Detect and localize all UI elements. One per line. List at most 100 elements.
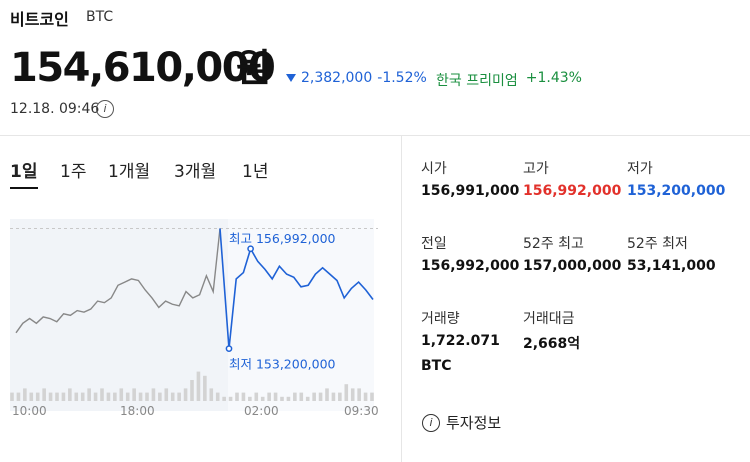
info-circle-icon[interactable]: i — [96, 100, 114, 118]
stat-value-open: 156,991,000 — [421, 183, 520, 199]
stat-label-52w-high: 52주 최고 — [523, 236, 584, 252]
volume-bar — [325, 388, 329, 401]
stat-value-low: 153,200,000 — [627, 183, 726, 199]
coin-name: 비트코인 — [10, 10, 69, 29]
volume-bar — [29, 392, 34, 401]
stat-value-52w-low: 53,141,000 — [627, 258, 716, 274]
x-tick-label: 10:00 — [12, 404, 47, 418]
volume-bar — [74, 392, 79, 401]
volume-bar — [113, 392, 117, 401]
x-tick-label: 02:00 — [244, 404, 279, 418]
tab-1-week[interactable]: 1주 — [60, 162, 87, 182]
volume-bar — [228, 396, 233, 401]
volume-bar — [10, 392, 14, 401]
timestamp: 12.18. 09:46 — [10, 101, 100, 117]
volume-bar — [267, 392, 271, 401]
volume-bar — [235, 392, 239, 401]
volume-bar — [260, 396, 265, 401]
volume-bar — [241, 392, 246, 401]
volume-bar — [305, 396, 310, 401]
stat-label-trade-value: 거래대금 — [523, 311, 575, 327]
volume-bar — [48, 392, 53, 401]
stat-label-high: 고가 — [523, 161, 549, 177]
current-price: 154,610,000 — [10, 45, 276, 91]
prior-price-line — [15, 228, 221, 334]
volume-bar — [106, 392, 111, 401]
price-unit: 원 — [236, 46, 271, 90]
volume-bar — [350, 388, 355, 401]
stat-value-trade-value: 2,668억 — [523, 336, 581, 352]
volume-bar — [370, 392, 374, 401]
stat-label-volume: 거래량 — [421, 311, 460, 327]
stat-value-volume-unit: BTC — [421, 358, 452, 374]
divider — [401, 135, 402, 462]
tab-1-month[interactable]: 1개월 — [108, 162, 151, 182]
active-tab-indicator — [10, 187, 38, 189]
volume-bar — [16, 392, 21, 401]
current-price-line — [219, 228, 374, 349]
volume-bar — [125, 392, 130, 401]
volume-bar — [35, 392, 40, 401]
prior-day-shade — [10, 219, 228, 411]
volume-bars — [10, 371, 374, 401]
volume-bar — [273, 392, 278, 401]
volume-bar — [222, 396, 226, 401]
volume-bar — [158, 392, 162, 401]
high-marker — [247, 245, 254, 253]
volume-bar — [344, 384, 349, 401]
stat-label-open: 시가 — [421, 161, 447, 177]
down-triangle-icon — [286, 74, 296, 82]
stat-label-low: 저가 — [627, 161, 653, 177]
volume-bar — [286, 396, 291, 401]
volume-bar — [183, 388, 188, 401]
volume-bar — [209, 388, 214, 401]
stat-label-prev-close: 전일 — [421, 236, 447, 252]
change-percent: -1.52% — [377, 70, 427, 86]
tab-1-year[interactable]: 1년 — [242, 162, 269, 182]
volume-bar — [248, 396, 252, 401]
volume-bar — [357, 388, 361, 401]
volume-bar — [61, 392, 66, 401]
volume-bar — [138, 392, 143, 401]
volume-bar — [145, 392, 149, 401]
volume-bar — [293, 392, 297, 401]
volume-bar — [151, 388, 156, 401]
volume-bar — [203, 375, 207, 401]
volume-bar — [93, 392, 98, 401]
price-change: 2,382,000 -1.52% — [286, 70, 427, 86]
volume-bar — [331, 392, 336, 401]
info-circle-icon[interactable]: i — [422, 414, 440, 432]
volume-bar — [87, 388, 91, 401]
investment-info-link[interactable]: 투자정보 — [446, 414, 502, 432]
premium-label: 한국 프리미엄 — [436, 73, 518, 89]
volume-bar — [196, 371, 201, 401]
volume-bar — [215, 392, 220, 401]
volume-bar — [190, 380, 194, 401]
high-label: 최고 156,992,000 — [229, 231, 336, 246]
premium-value: +1.43% — [525, 70, 582, 86]
stat-value-prev-close: 156,992,000 — [421, 258, 520, 274]
volume-bar — [23, 388, 27, 401]
price-chart[interactable]: 최고 156,992,000 최저 153,200,000 10:00 18:0… — [0, 205, 400, 425]
low-marker — [225, 345, 233, 353]
stat-value-volume: 1,722.071 — [421, 333, 500, 349]
volume-bar — [177, 392, 181, 401]
stat-value-52w-high: 157,000,000 — [523, 258, 622, 274]
volume-bar — [119, 388, 124, 401]
volume-bar — [280, 396, 284, 401]
volume-bar — [170, 392, 175, 401]
volume-bar — [318, 392, 323, 401]
volume-bar — [55, 392, 59, 401]
x-tick-label: 18:00 — [120, 404, 155, 418]
tab-3-months[interactable]: 3개월 — [174, 162, 217, 182]
korea-premium: 한국 프리미엄 +1.43% — [436, 70, 582, 90]
volume-bar — [164, 388, 169, 401]
coin-ticker: BTC — [86, 9, 114, 25]
volume-bar — [42, 388, 46, 401]
volume-bar — [363, 392, 368, 401]
tab-1-day[interactable]: 1일 — [10, 162, 38, 182]
stat-value-high: 156,992,000 — [523, 183, 622, 199]
volume-bar — [299, 392, 304, 401]
divider — [0, 135, 750, 136]
stat-label-52w-low: 52주 최저 — [627, 236, 688, 252]
